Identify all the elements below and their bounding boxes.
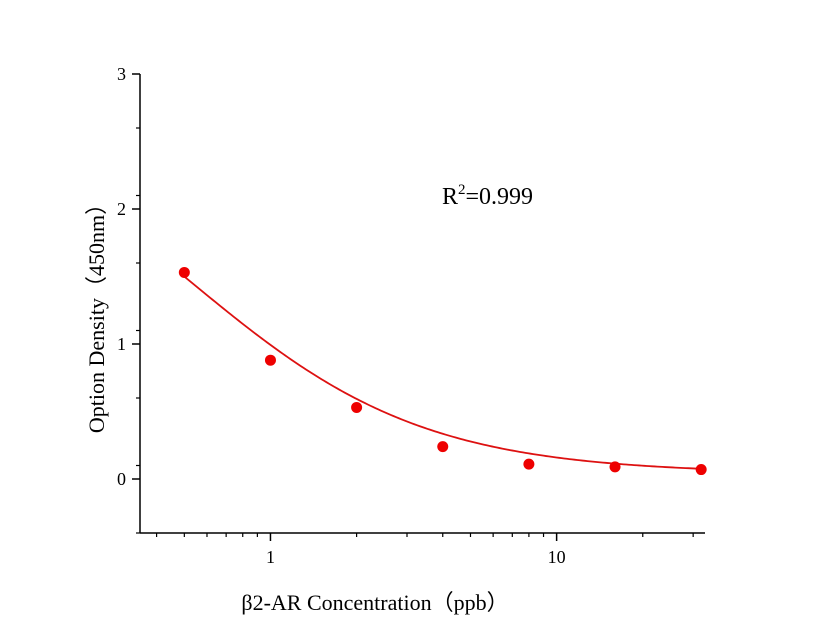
fit-curve-layer bbox=[183, 275, 702, 470]
x-tick-label: 1 bbox=[266, 547, 275, 567]
data-point bbox=[695, 464, 707, 476]
x-axis-title: β2-AR Concentration（ppb） bbox=[241, 590, 508, 615]
r-squared-value: =0.999 bbox=[466, 184, 534, 210]
y-tick-label: 0 bbox=[117, 469, 126, 489]
r-squared-base: R bbox=[442, 184, 458, 210]
data-point bbox=[523, 458, 535, 470]
data-point bbox=[609, 461, 621, 473]
data-points-layer bbox=[178, 266, 707, 476]
axes: 0 1 2 3 1 10 bbox=[117, 64, 705, 567]
x-tick-label: 10 bbox=[548, 547, 566, 567]
r-squared-annotation: R2=0.999 bbox=[442, 182, 533, 210]
y-axis-title: Option Density（450nm） bbox=[84, 193, 109, 433]
y-tick-label: 2 bbox=[117, 199, 126, 219]
fit-curve bbox=[183, 275, 702, 470]
r-squared-sup: 2 bbox=[458, 182, 466, 198]
y-tick-label: 3 bbox=[117, 64, 126, 84]
data-point bbox=[264, 354, 276, 366]
y-tick-label: 1 bbox=[117, 334, 126, 354]
data-point bbox=[437, 441, 449, 453]
data-point bbox=[351, 401, 363, 413]
data-point bbox=[178, 266, 190, 278]
